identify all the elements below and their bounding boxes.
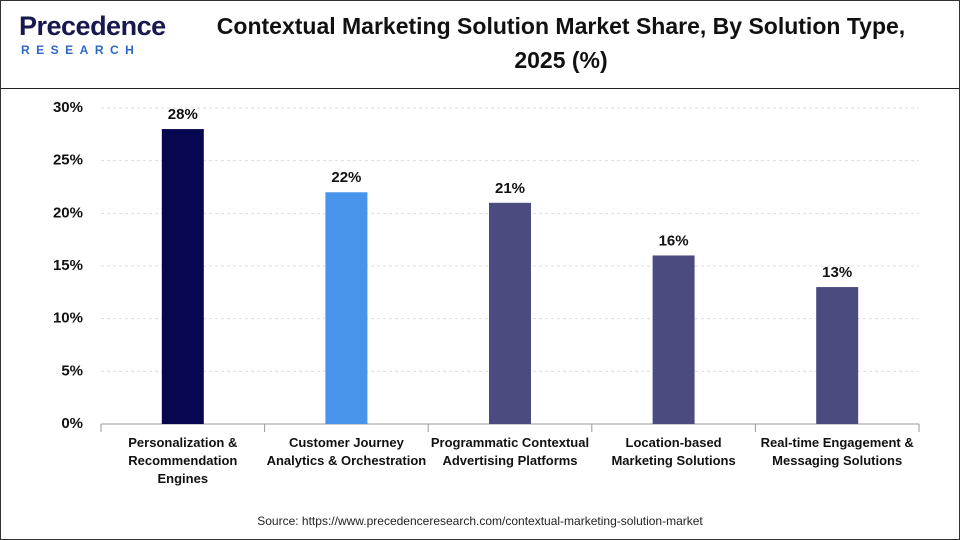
data-label: 22%: [331, 169, 361, 186]
bar: [325, 192, 368, 424]
y-tick-label: 5%: [61, 362, 83, 379]
data-label: 28%: [168, 106, 198, 123]
y-tick-label: 30%: [53, 99, 83, 116]
x-tick-label: Customer Journey Analytics & Orchestrati…: [266, 435, 427, 468]
data-label: 13%: [822, 264, 852, 281]
source-note: Source: https://www.precedenceresearch.c…: [257, 514, 703, 528]
y-tick-label: 10%: [53, 310, 83, 327]
bar: [652, 255, 695, 424]
y-tick-label: 0%: [61, 415, 83, 432]
y-tick-label: 15%: [53, 257, 83, 274]
data-label: 16%: [659, 232, 689, 249]
header-divider: [1, 88, 959, 89]
bar: [161, 129, 204, 425]
x-tick-label: Real-time Engagement & Messaging Solutio…: [760, 435, 914, 468]
x-tick-label: Programmatic Contextual Advertising Plat…: [430, 435, 590, 468]
y-tick-label: 25%: [53, 152, 83, 169]
logo-tagline: RESEARCH: [21, 43, 141, 57]
y-tick-label: 20%: [53, 204, 83, 221]
bar: [489, 202, 531, 424]
x-tick-label: Personalization & Recommendation Engines: [128, 435, 238, 486]
x-tick-label: Location-based Marketing Solutions: [611, 435, 736, 468]
logo-name: Precedence: [19, 11, 166, 41]
bar: [816, 287, 859, 424]
chart-title: Contextual Marketing Solution Market Sha…: [216, 13, 906, 73]
data-label: 21%: [495, 180, 525, 197]
